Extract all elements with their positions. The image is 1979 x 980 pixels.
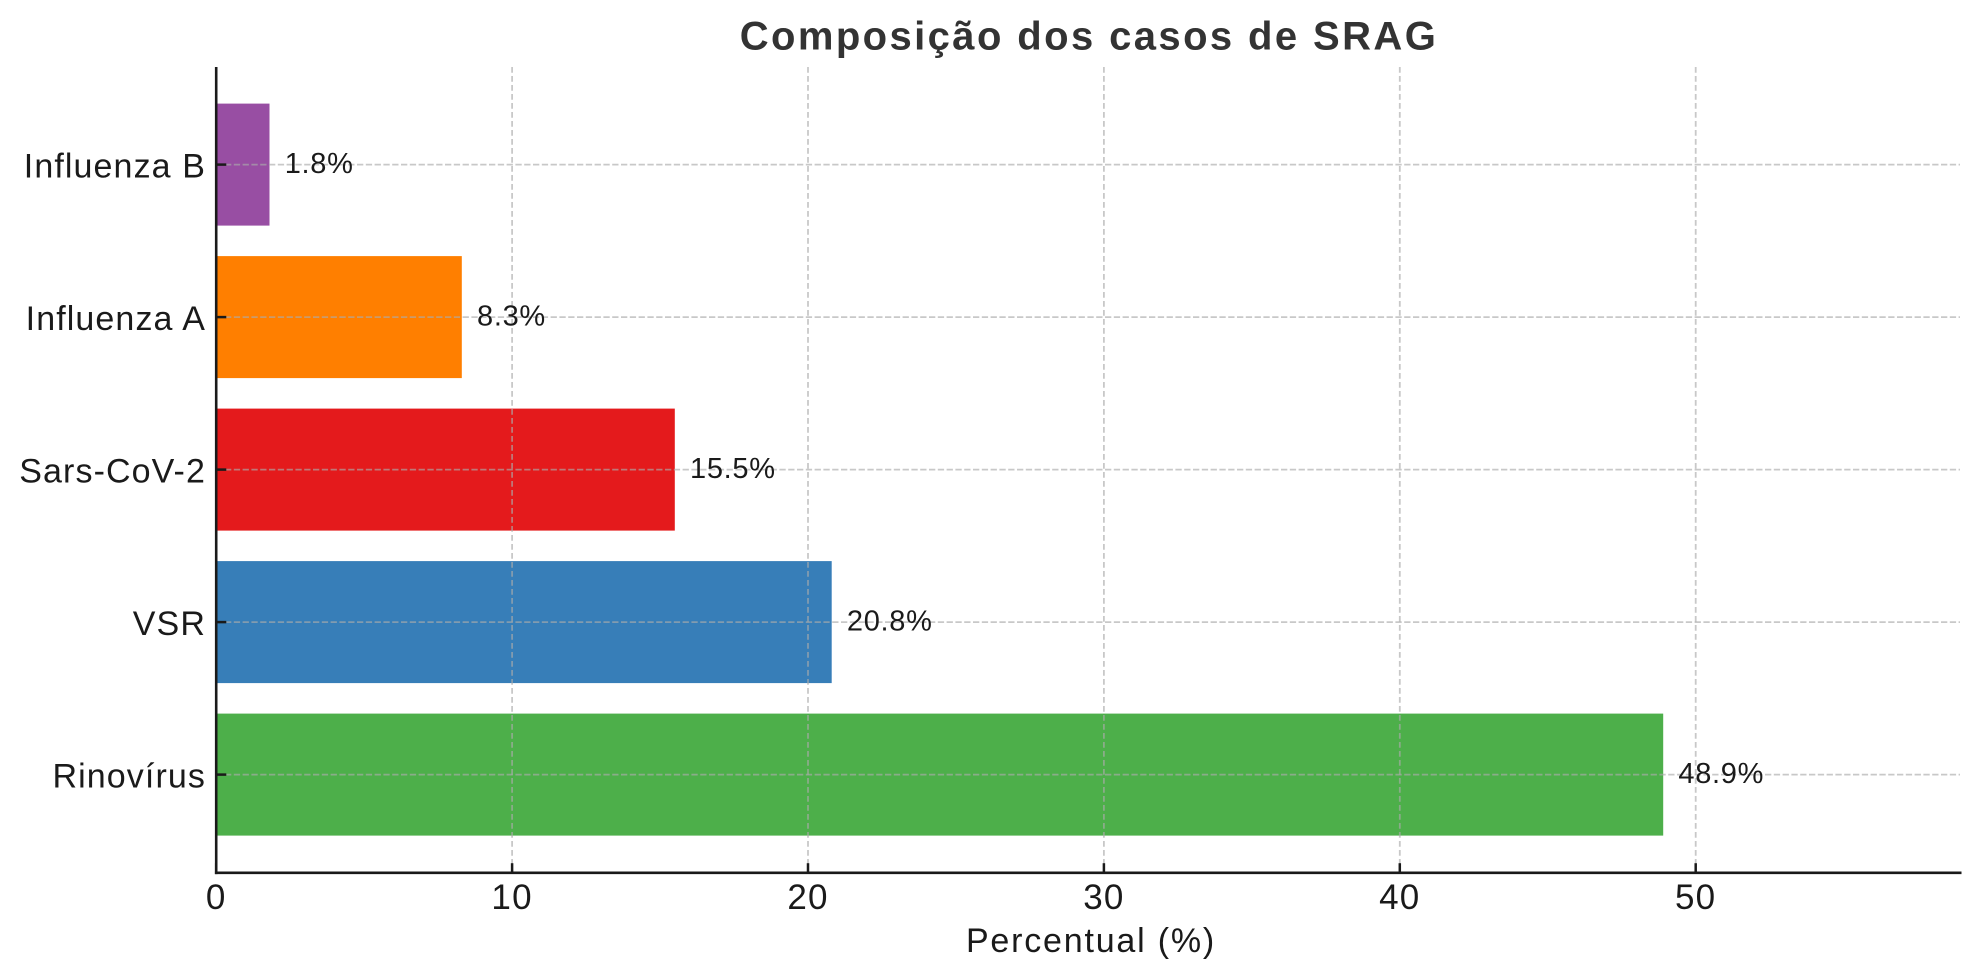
svg-text:40: 40 bbox=[1379, 878, 1420, 917]
svg-text:Sars-CoV-2: Sars-CoV-2 bbox=[19, 453, 206, 491]
svg-text:Percentual (%): Percentual (%) bbox=[966, 922, 1216, 960]
svg-text:8.3%: 8.3% bbox=[477, 301, 546, 333]
svg-text:30: 30 bbox=[1083, 878, 1124, 917]
svg-text:Influenza A: Influenza A bbox=[26, 300, 206, 338]
svg-text:48.9%: 48.9% bbox=[1678, 758, 1764, 790]
svg-text:50: 50 bbox=[1675, 878, 1716, 917]
svg-text:0: 0 bbox=[206, 878, 227, 917]
svg-text:Rinovírus: Rinovírus bbox=[52, 758, 206, 796]
svg-text:VSR: VSR bbox=[133, 605, 206, 643]
svg-text:Influenza B: Influenza B bbox=[24, 148, 206, 186]
svg-text:20: 20 bbox=[787, 878, 828, 917]
svg-text:20.8%: 20.8% bbox=[847, 606, 933, 638]
svg-text:10: 10 bbox=[491, 878, 532, 917]
svg-text:15.5%: 15.5% bbox=[690, 453, 776, 485]
svg-text:Composição dos casos de SRAG: Composição dos casos de SRAG bbox=[740, 15, 1438, 59]
svg-text:1.8%: 1.8% bbox=[285, 148, 354, 180]
